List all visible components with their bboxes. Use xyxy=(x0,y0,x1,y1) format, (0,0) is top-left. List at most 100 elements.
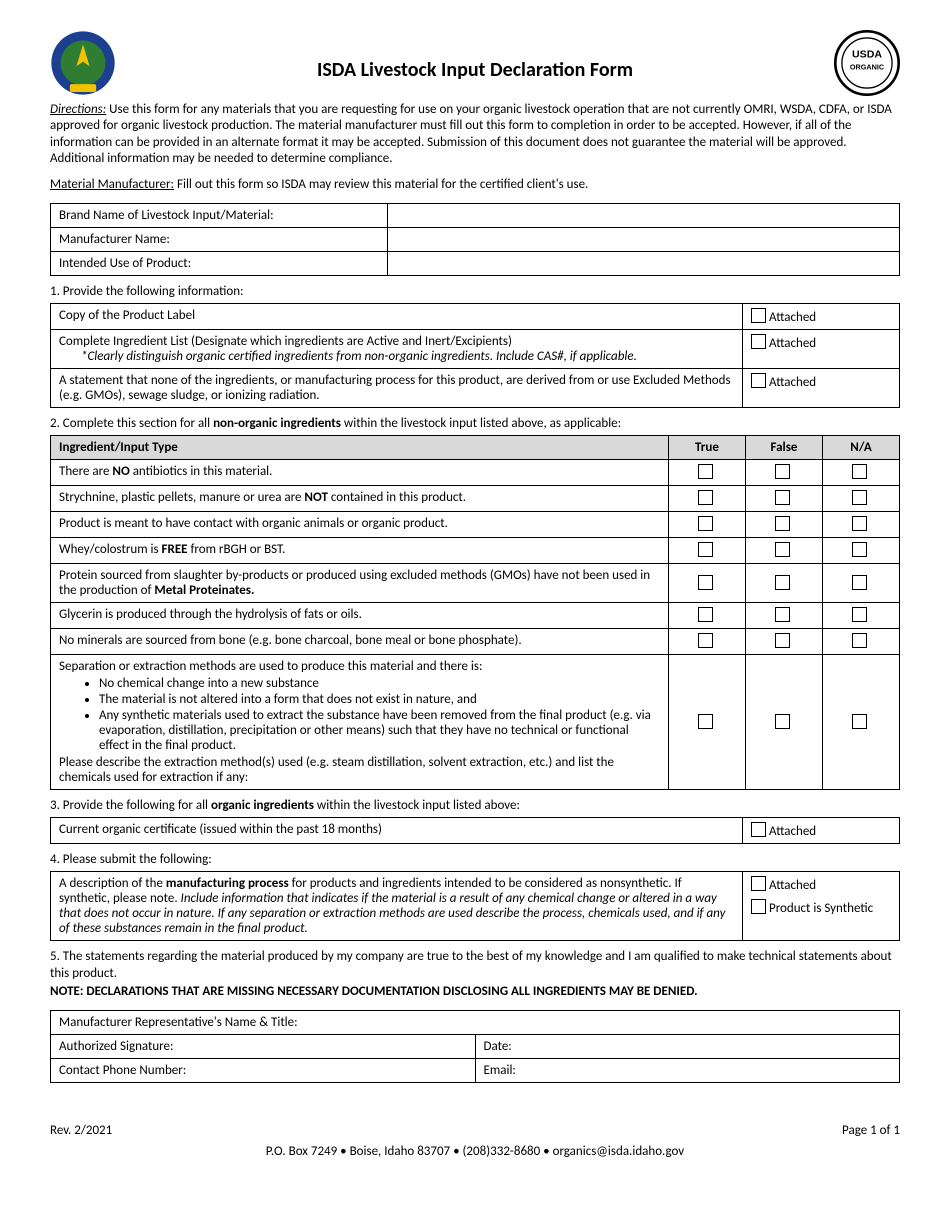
table-row: Authorized Signature: Date: xyxy=(51,1035,900,1059)
email-field[interactable]: Email: xyxy=(475,1059,900,1083)
col-true: True xyxy=(669,436,746,460)
checkbox-icon[interactable] xyxy=(775,464,790,479)
table-row: Strychnine, plastic pellets, manure or u… xyxy=(51,486,900,512)
svg-text:ORGANIC: ORGANIC xyxy=(850,63,885,72)
checkbox-icon[interactable] xyxy=(775,516,790,531)
section4-lead: 4. Please submit the following: xyxy=(50,852,900,867)
table-row: A description of the manufacturing proce… xyxy=(51,872,900,941)
signoff-table: Manufacturer Representative's Name & Tit… xyxy=(50,1010,900,1083)
s2-r5: Protein sourced from slaughter by-produc… xyxy=(51,564,669,603)
chk-false xyxy=(746,629,823,655)
checkbox-icon[interactable] xyxy=(775,575,790,590)
table-row: Copy of the Product Label Attached xyxy=(51,304,900,330)
attached-label: Attached xyxy=(769,375,816,390)
checkbox-icon[interactable] xyxy=(751,334,766,349)
synthetic-label: Product is Synthetic xyxy=(769,901,873,916)
checkbox-icon[interactable] xyxy=(698,607,713,622)
date-field[interactable]: Date: xyxy=(475,1035,900,1059)
checkbox-icon[interactable] xyxy=(852,575,867,590)
s3-lead-post: within the livestock input listed above: xyxy=(314,798,520,813)
rep-name-title-field[interactable]: Manufacturer Representative's Name & Tit… xyxy=(51,1011,900,1035)
signature-field[interactable]: Authorized Signature: xyxy=(51,1035,476,1059)
table-header-row: Ingredient/Input Type True False N/A xyxy=(51,436,900,460)
table-row: Whey/colostrum is FREE from rBGH or BST. xyxy=(51,538,900,564)
s2-r4: Whey/colostrum is FREE from rBGH or BST. xyxy=(51,538,669,564)
checkbox-icon[interactable] xyxy=(852,516,867,531)
checkbox-icon[interactable] xyxy=(698,575,713,590)
checkbox-icon[interactable] xyxy=(852,542,867,557)
s2-lead-bold: non-organic ingredients xyxy=(213,416,341,431)
s2-r6: Glycerin is produced through the hydroly… xyxy=(51,603,669,629)
checkbox-icon[interactable] xyxy=(852,714,867,729)
s2-r1: There are NO antibiotics in this materia… xyxy=(51,460,669,486)
chk-na xyxy=(823,460,900,486)
table-row: Contact Phone Number: Email: xyxy=(51,1059,900,1083)
s1-row3-attached: Attached xyxy=(743,369,900,408)
chk-na xyxy=(823,538,900,564)
checkbox-icon[interactable] xyxy=(698,542,713,557)
table-row: A statement that none of the ingredients… xyxy=(51,369,900,408)
chk-true xyxy=(669,629,746,655)
attached-label: Attached xyxy=(769,336,816,351)
brand-name-field[interactable] xyxy=(388,204,900,228)
chk-true xyxy=(669,512,746,538)
s2-lead-post: within the livestock input listed above,… xyxy=(341,416,621,431)
page-title: ISDA Livestock Input Declaration Form xyxy=(116,58,834,82)
checkbox-icon[interactable] xyxy=(698,490,713,505)
chk-true xyxy=(669,486,746,512)
directions-paragraph: Directions: Use this form for any materi… xyxy=(50,102,900,167)
manufacturer-name-label: Manufacturer Name: xyxy=(51,228,388,252)
chk-na xyxy=(823,564,900,603)
section4-table: A description of the manufacturing proce… xyxy=(50,871,900,941)
chk-true xyxy=(669,564,746,603)
table-row: Separation or extraction methods are use… xyxy=(51,655,900,790)
signature-label: Authorized Signature: xyxy=(59,1039,174,1054)
checkbox-icon[interactable] xyxy=(751,899,766,914)
list-item: The material is not altered into a form … xyxy=(99,692,660,707)
s2-r7: No minerals are sourced from bone (e.g. … xyxy=(51,629,669,655)
section3-lead: 3. Provide the following for all organic… xyxy=(50,798,900,813)
manufacturer-name-field[interactable] xyxy=(388,228,900,252)
table-row: No minerals are sourced from bone (e.g. … xyxy=(51,629,900,655)
attached-label: Attached xyxy=(769,878,816,893)
s3-lead-bold: organic ingredients xyxy=(211,798,314,813)
chk-false xyxy=(746,512,823,538)
phone-field[interactable]: Contact Phone Number: xyxy=(51,1059,476,1083)
s1-row2-note: *Clearly distinguish organic certified i… xyxy=(81,349,734,364)
checkbox-icon[interactable] xyxy=(775,542,790,557)
section2-table: Ingredient/Input Type True False N/A The… xyxy=(50,435,900,790)
checkbox-icon[interactable] xyxy=(852,464,867,479)
chk-na xyxy=(823,629,900,655)
checkbox-icon[interactable] xyxy=(852,633,867,648)
intended-use-field[interactable] xyxy=(388,252,900,276)
table-row: Intended Use of Product: xyxy=(51,252,900,276)
footer-revision: Rev. 2/2021 xyxy=(50,1123,112,1138)
checkbox-icon[interactable] xyxy=(852,490,867,505)
checkbox-icon[interactable] xyxy=(751,876,766,891)
chk-true xyxy=(669,538,746,564)
section5-text: 5. The statements regarding the material… xyxy=(50,949,900,982)
s2-r3: Product is meant to have contact with or… xyxy=(51,512,669,538)
chk-true xyxy=(669,655,746,790)
chk-false xyxy=(746,538,823,564)
chk-na xyxy=(823,603,900,629)
checkbox-icon[interactable] xyxy=(775,633,790,648)
checkbox-icon[interactable] xyxy=(751,308,766,323)
checkbox-icon[interactable] xyxy=(775,490,790,505)
s1-row2-cell: Complete Ingredient List (Designate whic… xyxy=(51,330,743,369)
chk-na xyxy=(823,512,900,538)
col-false: False xyxy=(746,436,823,460)
checkbox-icon[interactable] xyxy=(698,633,713,648)
checkbox-icon[interactable] xyxy=(775,607,790,622)
checkbox-icon[interactable] xyxy=(698,464,713,479)
table-row: Glycerin is produced through the hydroly… xyxy=(51,603,900,629)
checkbox-icon[interactable] xyxy=(751,373,766,388)
checkbox-icon[interactable] xyxy=(698,714,713,729)
s1-row3-text: A statement that none of the ingredients… xyxy=(51,369,743,408)
checkbox-icon[interactable] xyxy=(698,516,713,531)
table-row: Product is meant to have contact with or… xyxy=(51,512,900,538)
chk-true xyxy=(669,603,746,629)
checkbox-icon[interactable] xyxy=(751,822,766,837)
checkbox-icon[interactable] xyxy=(852,607,867,622)
checkbox-icon[interactable] xyxy=(775,714,790,729)
